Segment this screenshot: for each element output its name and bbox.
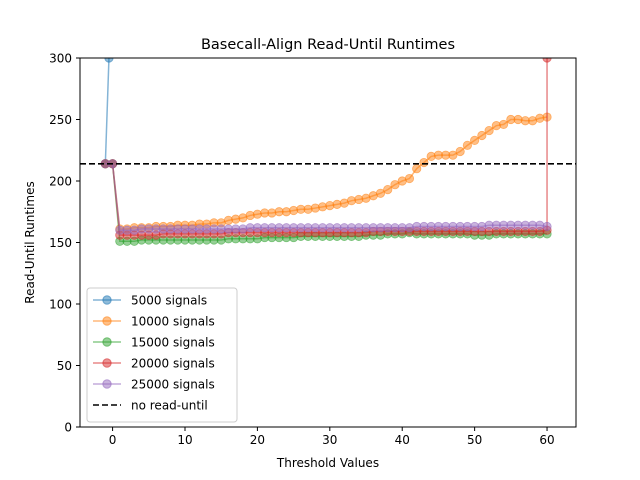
legend-marker-3 — [102, 358, 112, 368]
series-1-point-51 — [470, 135, 480, 146]
series-1-point-55 — [498, 119, 509, 130]
series-4 — [100, 159, 552, 235]
series-1-point-38 — [375, 188, 386, 198]
series-1-point-42 — [404, 173, 415, 184]
x-tick-label-3: 30 — [322, 433, 337, 447]
series-3-point-62 — [542, 58, 552, 63]
y-tick-label-6: 300 — [49, 51, 72, 65]
series-1-point-53 — [484, 125, 494, 136]
y-axis-label: Read-Until Runtimes — [23, 181, 37, 303]
legend-entry-0: 5000 signals — [93, 293, 207, 307]
legend-marker-2 — [102, 337, 112, 347]
series-0 — [100, 58, 114, 169]
series-0-point-1 — [104, 58, 114, 63]
legend-entry-5: no read-until — [93, 398, 208, 412]
y-tick-label-4: 200 — [49, 174, 72, 188]
legend-label-3: 20000 signals — [131, 356, 215, 370]
legend-label-5: no read-until — [131, 398, 208, 412]
y-tick-label-2: 100 — [49, 297, 72, 311]
axes: 0 10 20 30 40 50 60 0 50 100 150 200 250 300 — [49, 51, 577, 447]
legend-frame — [86, 287, 238, 423]
legend-marker-4 — [102, 379, 112, 389]
x-axis-label: Threshold Values — [276, 456, 379, 470]
legend: 5000 signals 10000 signals 15000 signals 20… — [86, 287, 238, 423]
legend-entry-1: 10000 signals — [93, 314, 215, 328]
plot-area — [80, 58, 576, 246]
y-tick-label-3: 150 — [49, 236, 72, 250]
legend-entry-4: 25000 signals — [93, 377, 215, 391]
y-tick-label-1: 50 — [57, 359, 72, 373]
chart-title: Basecall-Align Read-Until Runtimes — [201, 37, 455, 53]
series-0-line — [104, 58, 110, 164]
legend-entry-3: 20000 signals — [93, 356, 215, 370]
series-1-point-48 — [448, 150, 458, 160]
x-tick-label-4: 40 — [395, 433, 410, 447]
series-1-point-40 — [390, 180, 400, 190]
x-tick-label-5: 50 — [467, 433, 482, 447]
series-1-point-50 — [462, 140, 472, 150]
series-3 — [100, 58, 552, 240]
x-tick-label-2: 20 — [250, 433, 265, 447]
legend-entry-2: 15000 signals — [93, 335, 215, 349]
legend-label-4: 25000 signals — [131, 377, 215, 391]
series-1-point-44 — [419, 157, 429, 168]
x-tick-label-1: 10 — [177, 433, 192, 447]
legend-label-2: 15000 signals — [131, 335, 215, 349]
y-tick-label-0: 0 — [64, 420, 72, 434]
series-1-point-52 — [477, 130, 487, 141]
x-tick-label-6: 60 — [539, 433, 554, 447]
y-tick-label-5: 250 — [49, 113, 72, 127]
series-1-point-49 — [455, 146, 465, 157]
series-1-point-43 — [412, 164, 422, 174]
series-4-line — [105, 163, 548, 231]
x-tick-label-0: 0 — [109, 433, 117, 447]
series-4-point-61 — [542, 221, 552, 232]
series-1 — [100, 112, 552, 234]
series-1-point-39 — [383, 185, 393, 195]
legend-label-1: 10000 signals — [131, 314, 215, 328]
legend-marker-1 — [102, 316, 112, 326]
legend-marker-0 — [102, 295, 112, 305]
legend-label-0: 5000 signals — [131, 293, 207, 307]
